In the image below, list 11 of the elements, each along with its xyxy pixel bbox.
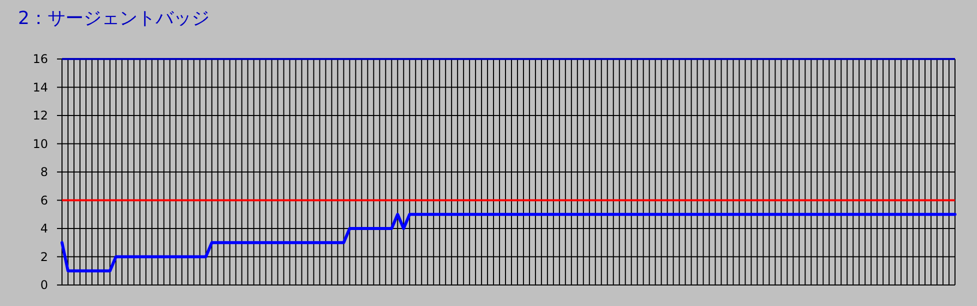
y-tick-label: 6 xyxy=(40,193,48,208)
line-series xyxy=(60,212,956,272)
y-tick-label: 8 xyxy=(40,165,48,179)
y-tick-label: 14 xyxy=(32,80,48,94)
y-tick-label: 16 xyxy=(32,52,48,66)
y-tick-label: 0 xyxy=(40,278,48,292)
y-tick-label: 12 xyxy=(32,108,48,122)
y-tick-label: 10 xyxy=(32,136,48,151)
chart-title: 2：サージェントバッジ xyxy=(18,8,210,29)
y-tick-label: 4 xyxy=(40,222,48,236)
y-tick-label: 2 xyxy=(40,250,48,264)
